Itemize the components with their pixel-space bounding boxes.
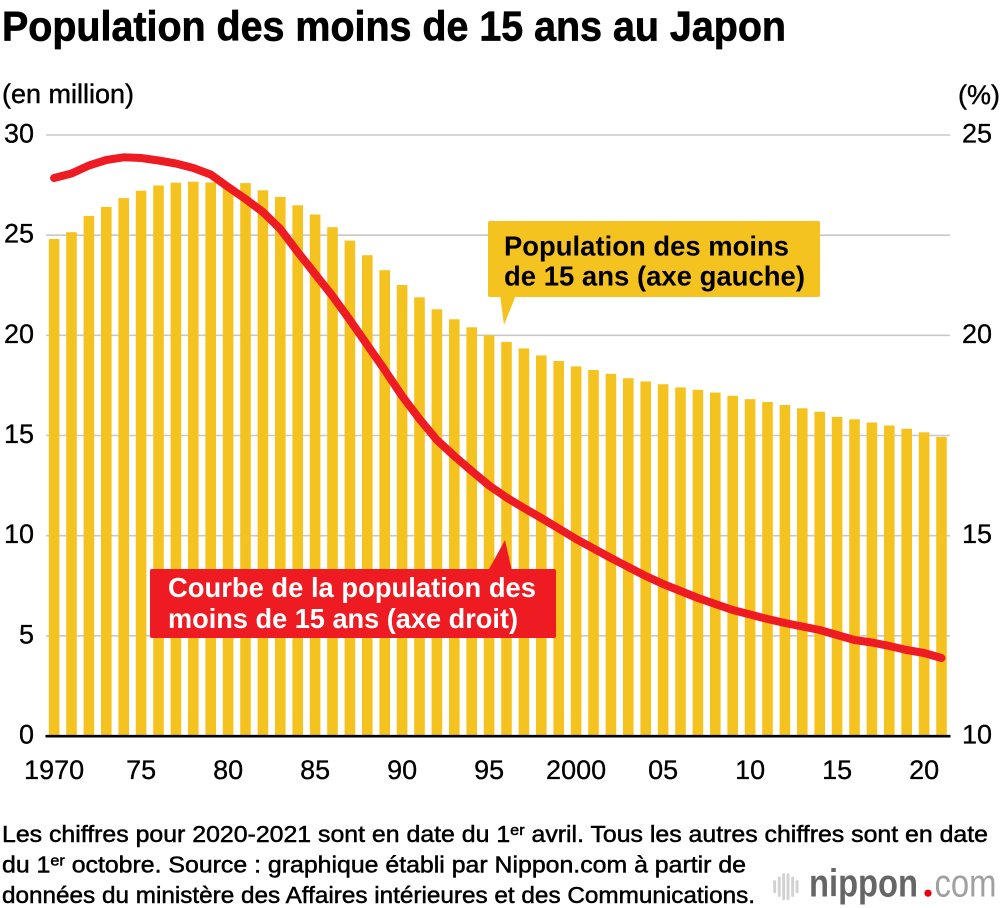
svg-text:10: 10 [962,720,992,750]
svg-text:20: 20 [909,755,939,785]
svg-text:5: 5 [19,619,34,649]
svg-text:10: 10 [4,519,34,549]
svg-text:(en million): (en million) [2,79,134,109]
svg-text:85: 85 [300,755,330,785]
svg-text:Les chiffres pour 2020-2021 so: Les chiffres pour 2020-2021 sont en date… [2,821,988,847]
svg-text:10: 10 [735,755,765,785]
svg-text:1970: 1970 [24,755,84,785]
svg-text:com: com [935,863,997,906]
svg-text:Population des moins de 15 ans: Population des moins de 15 ans au Japon [2,3,786,50]
svg-text:nippon: nippon [809,863,918,906]
svg-text:95: 95 [474,755,504,785]
svg-text:moins de 15 ans (axe droit): moins de 15 ans (axe droit) [168,603,518,634]
svg-text:(%): (%) [958,80,1000,110]
svg-text:Population des moins: Population des moins [504,231,789,262]
svg-text:données du ministère des Affai: données du ministère des Affaires intéri… [2,882,755,908]
svg-text:20: 20 [4,319,34,349]
svg-text:25: 25 [962,119,992,149]
svg-text:20: 20 [962,319,992,349]
svg-text:05: 05 [648,755,678,785]
svg-text:25: 25 [4,219,34,249]
svg-text:75: 75 [126,755,156,785]
svg-text:de 15 ans (axe gauche): de 15 ans (axe gauche) [504,261,805,292]
svg-text:15: 15 [822,755,852,785]
svg-text:du 1er octobre. Source : graph: du 1 er octobre. Source : graphique établ… [2,852,746,878]
svg-text:15: 15 [4,419,34,449]
svg-text:Courbe de la population des: Courbe de la population des [168,572,536,603]
svg-text:2000: 2000 [546,755,606,785]
svg-text:0: 0 [19,720,34,750]
svg-text:30: 30 [4,119,34,149]
svg-text:15: 15 [962,519,992,549]
svg-text:90: 90 [387,755,417,785]
svg-text:80: 80 [213,755,243,785]
